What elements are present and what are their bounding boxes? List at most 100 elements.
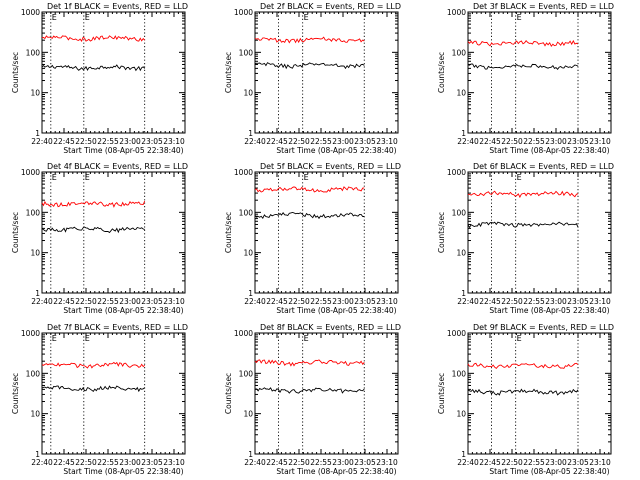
x-axis-label: Start Time (08-Apr-05 22:38:40) — [276, 146, 396, 155]
lld-series-line — [41, 361, 146, 369]
events-series-line — [41, 385, 145, 393]
x-tick-label: 23:10 — [163, 458, 185, 467]
y-tick-label: 10 — [456, 89, 466, 98]
y-tick-label: 1 — [461, 450, 466, 459]
x-axis-label: Start Time (08-Apr-05 22:38:40) — [63, 467, 183, 476]
y-tick-label: 10 — [30, 89, 40, 98]
x-tick-label: 23:10 — [376, 458, 398, 467]
y-tick-label: 1 — [35, 129, 40, 138]
y-axis-label: Counts/sec — [437, 373, 446, 414]
event-marker-label: E — [85, 173, 90, 182]
events-series-line — [467, 221, 579, 229]
x-tick-label: 22:50 — [75, 297, 97, 306]
y-tick-label: 10 — [30, 249, 40, 258]
chart-title: Det 7f BLACK = Events, RED = LLD — [47, 323, 188, 332]
x-tick-label: 23:00 — [545, 297, 567, 306]
lld-series-line — [254, 36, 365, 44]
x-tick-label: 23:00 — [545, 458, 567, 467]
plot-frame — [41, 11, 186, 134]
plot-frame — [41, 332, 186, 455]
x-tick-label: 22:55 — [523, 297, 545, 306]
x-tick-label: 22:45 — [53, 458, 75, 467]
y-tick-label: 100 — [239, 369, 254, 378]
x-tick-label: 22:40 — [457, 137, 479, 146]
event-marker-label: E — [304, 13, 309, 22]
x-tick-label: 23:05 — [141, 137, 163, 146]
chart-title: Det 9f BLACK = Events, RED = LLD — [473, 323, 614, 332]
x-axis-label: Start Time (08-Apr-05 22:38:40) — [276, 306, 396, 315]
event-marker-label: E — [517, 173, 522, 182]
x-tick-label: 23:00 — [119, 297, 141, 306]
event-marker-label: E — [304, 173, 309, 182]
x-tick-label: 22:45 — [266, 137, 288, 146]
x-tick-label: 22:45 — [53, 297, 75, 306]
y-axis-label: Counts/sec — [11, 373, 20, 414]
x-tick-label: 22:50 — [75, 458, 97, 467]
x-tick-label: 23:10 — [376, 137, 398, 146]
lld-series-line — [254, 186, 365, 193]
y-tick-label: 1000 — [234, 329, 253, 338]
x-tick-label: 22:40 — [31, 458, 53, 467]
y-tick-label: 10 — [243, 249, 253, 258]
y-tick-label: 1 — [461, 129, 466, 138]
plot-frame — [254, 11, 399, 134]
y-tick-label: 1 — [248, 450, 253, 459]
x-tick-label: 22:45 — [266, 297, 288, 306]
event-marker-label: E — [52, 334, 57, 343]
x-tick-label: 22:50 — [501, 137, 523, 146]
events-series-line — [41, 226, 145, 234]
y-tick-label: 100 — [452, 369, 467, 378]
y-tick-label: 1 — [461, 289, 466, 298]
events-series-line — [254, 62, 365, 70]
y-tick-label: 1000 — [21, 329, 40, 338]
x-tick-label: 23:05 — [567, 297, 589, 306]
x-tick-label: 23:05 — [354, 297, 376, 306]
x-tick-label: 22:55 — [97, 137, 119, 146]
plot-frame — [467, 171, 612, 294]
chart-title: Det 2f BLACK = Events, RED = LLD — [260, 2, 401, 11]
event-marker-label: E — [517, 334, 522, 343]
y-axis-label: Counts/sec — [224, 52, 233, 93]
event-marker-label: E — [304, 334, 309, 343]
y-tick-label: 10 — [30, 410, 40, 419]
x-tick-label: 23:00 — [332, 297, 354, 306]
x-tick-label: 22:50 — [75, 137, 97, 146]
y-tick-label: 10 — [456, 249, 466, 258]
x-tick-label: 23:00 — [119, 458, 141, 467]
x-tick-label: 22:55 — [310, 458, 332, 467]
x-tick-label: 23:05 — [141, 458, 163, 467]
x-tick-label: 22:55 — [310, 297, 332, 306]
y-tick-label: 10 — [243, 410, 253, 419]
x-tick-label: 22:45 — [266, 458, 288, 467]
x-tick-label: 22:40 — [31, 137, 53, 146]
y-tick-label: 1000 — [21, 8, 40, 17]
y-axis-label: Counts/sec — [11, 52, 20, 93]
x-tick-label: 23:10 — [163, 297, 185, 306]
x-axis-label: Start Time (08-Apr-05 22:38:40) — [489, 467, 609, 476]
y-tick-label: 1000 — [447, 329, 466, 338]
x-tick-label: 23:10 — [376, 297, 398, 306]
x-tick-label: 22:50 — [288, 458, 310, 467]
event-marker-label: E — [85, 334, 90, 343]
x-tick-label: 23:05 — [354, 458, 376, 467]
events-series-line — [467, 388, 579, 396]
x-tick-label: 22:40 — [244, 137, 266, 146]
x-tick-label: 23:00 — [545, 137, 567, 146]
chart-title: Det 5f BLACK = Events, RED = LLD — [260, 162, 401, 171]
lld-series-line — [467, 362, 579, 370]
events-series-line — [255, 387, 365, 394]
y-axis-label: Counts/sec — [224, 373, 233, 414]
y-tick-label: 100 — [239, 208, 254, 217]
x-tick-label: 22:50 — [288, 137, 310, 146]
x-tick-label: 22:40 — [244, 458, 266, 467]
y-tick-label: 1 — [248, 289, 253, 298]
y-tick-label: 10 — [456, 410, 466, 419]
x-tick-label: 22:55 — [97, 458, 119, 467]
y-tick-label: 1000 — [234, 8, 253, 17]
